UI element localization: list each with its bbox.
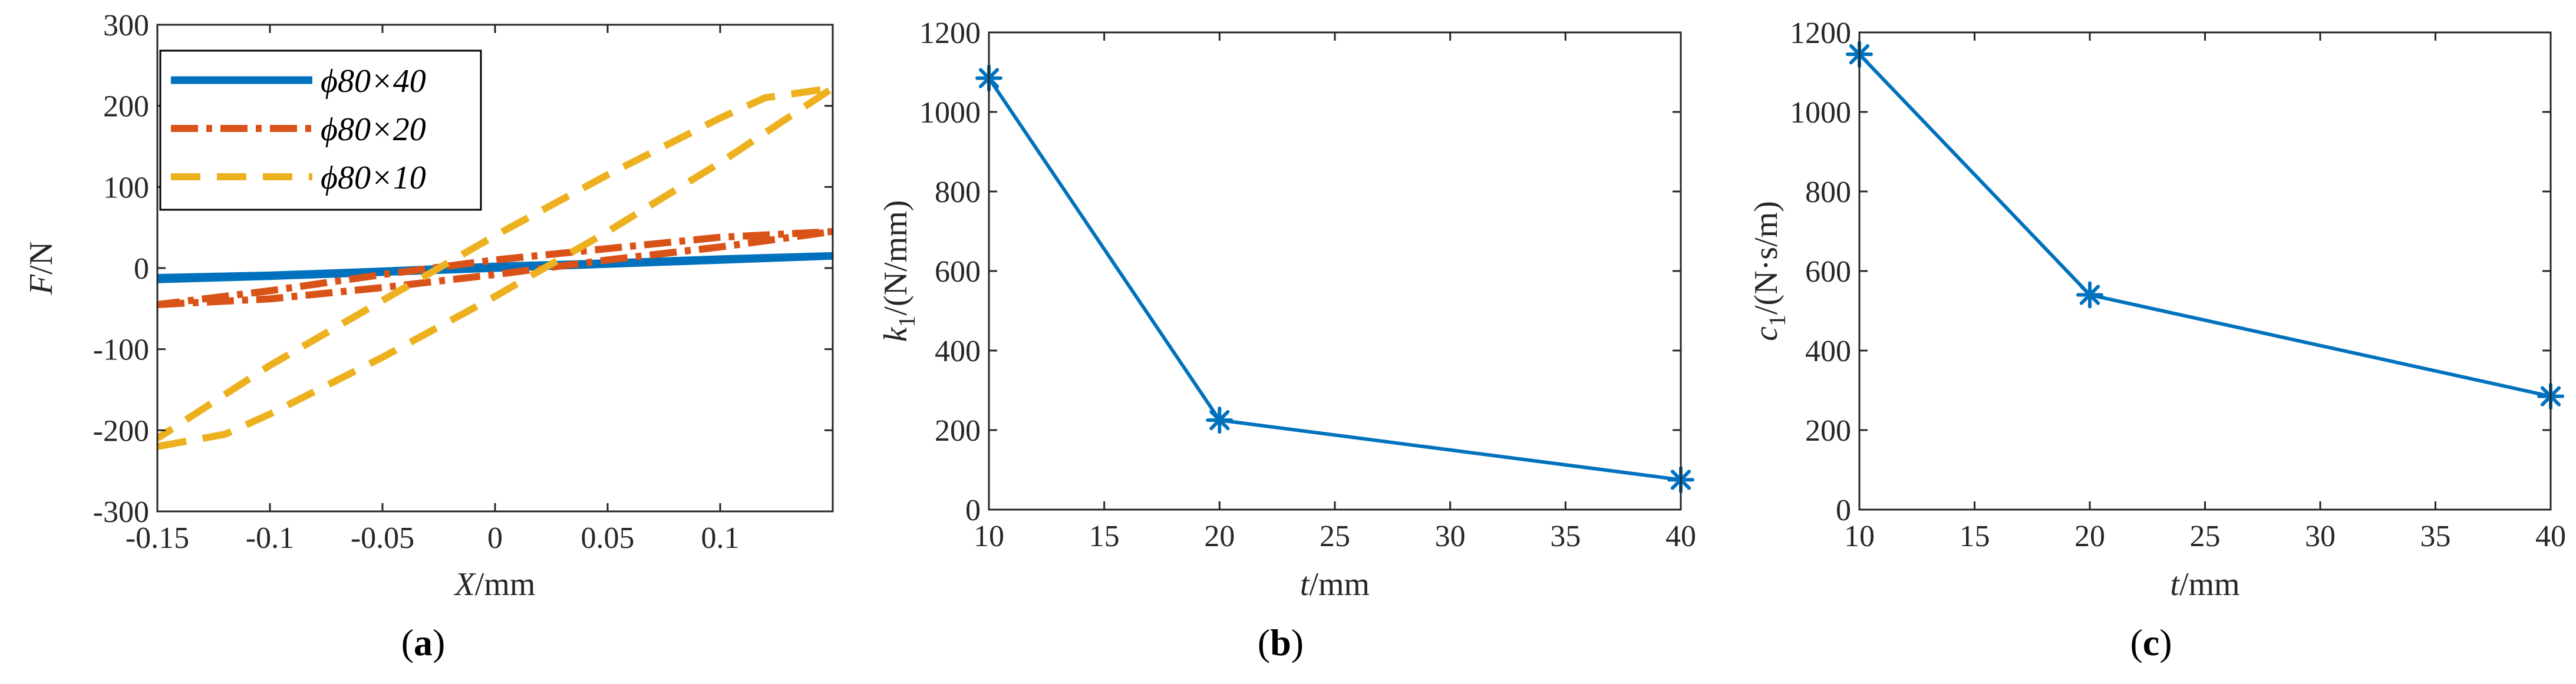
y-tick-label: -100 — [93, 333, 149, 367]
chart-panel-a: -0.15 -0.1 -0.05 0 0.05 0.1 -300 -200 -100 0 100 20… — [23, 9, 834, 663]
x-tick-label: 0.05 — [581, 521, 635, 555]
x-axis-label-unit: /mm — [475, 566, 536, 603]
x-tick-label: 0.1 — [701, 521, 740, 555]
y-axis-label-unit: /(N/mm) — [878, 200, 914, 316]
axes-box — [988, 31, 1682, 511]
y-tick-label: 300 — [103, 9, 149, 42]
x-tick-label: -0.05 — [351, 521, 414, 555]
x-axis-label-unit: /mm — [1309, 566, 1370, 603]
x-tick-label: 0 — [487, 521, 503, 555]
x-axis-label-unit: /mm — [2179, 566, 2240, 603]
panel-caption: (a) — [401, 622, 446, 663]
legend: ϕ80×40 ϕ80×20 ϕ80×10 — [159, 49, 482, 211]
caption-open-paren: ( — [1258, 622, 1270, 663]
x-tick-label: 25 — [1320, 520, 1350, 553]
y-axis-label-var: F — [23, 274, 60, 295]
y-tick-label: 200 — [103, 90, 149, 124]
caption-open-paren: ( — [401, 622, 414, 663]
y-tick-label: 0 — [965, 494, 981, 527]
y-tick-label: -200 — [93, 414, 149, 448]
caption-letter: a — [414, 622, 433, 663]
y-axis-label-unit: /N — [23, 242, 60, 275]
data-point-marker — [2076, 281, 2103, 309]
x-tick-label: 40 — [2535, 520, 2566, 553]
x-axis-label: t/mm — [1300, 566, 1370, 603]
legend-label: ϕ80×20 — [321, 111, 426, 148]
x-tick-label: 15 — [1960, 520, 1990, 553]
panel-caption: (c) — [2130, 622, 2172, 663]
chart-panel-b: 10 15 20 25 30 35 40020040060080010001200t/mmk… — [878, 16, 1696, 663]
y-tick-label: 100 — [103, 171, 149, 204]
x-axis-label: X/mm — [454, 566, 536, 603]
y-tick-label: 800 — [1805, 176, 1851, 209]
y-tick-label: 200 — [1805, 414, 1851, 448]
y-axis-label: k1/(N/mm) — [878, 200, 920, 342]
series-line-1 — [1859, 53, 2551, 398]
legend-label: ϕ80×10 — [321, 160, 426, 196]
y-axis-label-var: c — [1748, 326, 1785, 341]
y-tick-label: 600 — [1805, 255, 1851, 289]
y-axis-label-unit: /(N·s/m) — [1748, 201, 1785, 315]
y-tick-label: -300 — [93, 495, 149, 529]
panel-caption: (b) — [1258, 622, 1304, 663]
y-tick-label: 1000 — [1790, 96, 1851, 130]
x-tick-label: -0.15 — [126, 521, 189, 555]
y-tick-label: 1200 — [919, 16, 981, 50]
x-axis-label: t/mm — [2170, 566, 2239, 603]
x-axis-label-var: t — [1300, 566, 1310, 603]
caption-close-paren: ) — [433, 622, 445, 663]
axes-box — [1858, 31, 2552, 511]
x-tick-label: 30 — [1435, 520, 1466, 553]
y-axis-label: c1/(N·s/m) — [1748, 201, 1790, 341]
x-tick-label: 40 — [1665, 520, 1696, 553]
y-tick-label: 0 — [1836, 494, 1851, 527]
y-tick-label: 1000 — [919, 96, 981, 130]
plot-area — [1859, 53, 2551, 398]
y-axis-label: F/N — [23, 242, 60, 295]
y-tick-label: 800 — [935, 176, 981, 209]
y-axis-label-subscript: 1 — [1764, 315, 1790, 326]
x-tick-label: 10 — [974, 520, 1004, 553]
x-tick-label: -0.1 — [246, 521, 294, 555]
y-tick-label: 400 — [935, 335, 981, 368]
y-tick-label: 400 — [1805, 335, 1851, 368]
x-tick-label: 35 — [1550, 520, 1581, 553]
series-line-3 — [157, 84, 833, 450]
y-axis-label-subscript: 1 — [893, 316, 920, 328]
caption-letter: b — [1270, 622, 1291, 663]
series-line-1 — [989, 77, 1681, 482]
data-point-marker — [1206, 407, 1233, 434]
y-axis-label-var: k — [878, 326, 914, 342]
x-tick-label: 20 — [1204, 520, 1235, 553]
plot-area — [157, 84, 833, 450]
x-tick-label: 30 — [2305, 520, 2336, 553]
x-axis-label-var: X — [454, 566, 477, 603]
caption-close-paren: ) — [2159, 622, 2172, 663]
caption-letter: c — [2143, 622, 2159, 663]
y-tick-label: 0 — [134, 252, 149, 286]
x-tick-label: 25 — [2190, 520, 2221, 553]
y-tick-label: 200 — [935, 414, 981, 448]
caption-close-paren: ) — [1291, 622, 1304, 663]
y-tick-label: 600 — [935, 255, 981, 289]
x-tick-label: 20 — [2074, 520, 2105, 553]
plot-area — [989, 77, 1681, 482]
x-tick-label: 15 — [1089, 520, 1120, 553]
chart-panel-c: 10 15 20 25 30 35 40020040060080010001200t/mmc… — [1748, 16, 2566, 663]
y-tick-label: 1200 — [1790, 16, 1851, 50]
legend-label: ϕ80×40 — [321, 63, 426, 100]
x-axis-label-var: t — [2170, 566, 2180, 603]
x-tick-label: 10 — [1844, 520, 1875, 553]
caption-open-paren: ( — [2130, 622, 2142, 663]
series-line-1 — [157, 252, 833, 283]
x-tick-label: 35 — [2420, 520, 2451, 553]
